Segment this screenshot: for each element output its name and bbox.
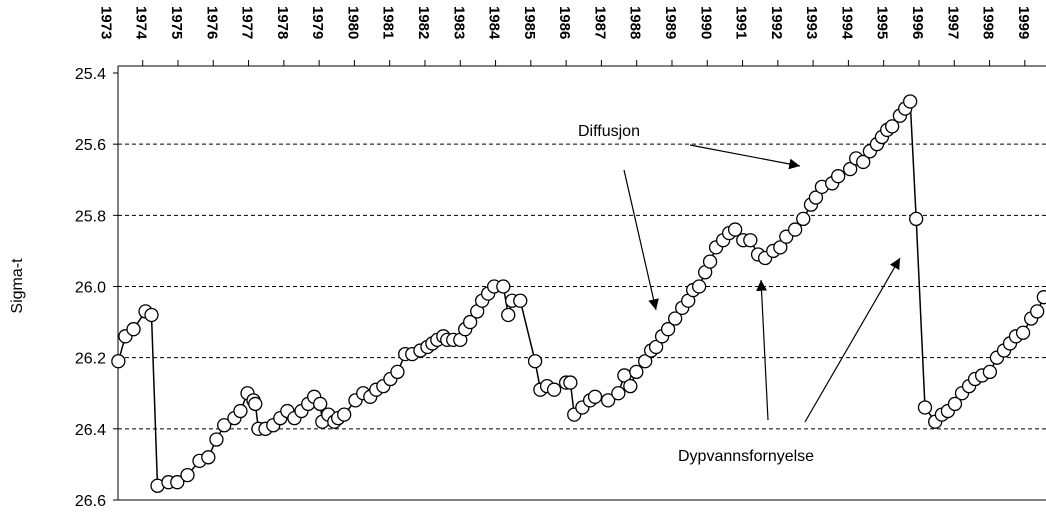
x-tick-label: 1979 xyxy=(309,6,326,39)
x-tick-label: 1982 xyxy=(415,6,432,39)
marker xyxy=(1036,290,1046,305)
arrow xyxy=(804,257,901,423)
x-tick-label: 1990 xyxy=(697,6,714,39)
y-tick-label: 26.2 xyxy=(75,351,106,368)
x-tick-label: 1991 xyxy=(733,6,750,39)
marker xyxy=(743,233,758,248)
x-tick-label: 1997 xyxy=(944,6,961,39)
marker xyxy=(885,119,900,134)
marker xyxy=(527,354,543,369)
marker xyxy=(313,396,328,412)
marker xyxy=(462,314,478,330)
marker xyxy=(144,307,159,323)
x-tick-label: 1992 xyxy=(768,6,785,39)
marker xyxy=(546,382,562,397)
marker xyxy=(170,475,185,490)
marker xyxy=(563,375,578,390)
y-tick-label: 26.4 xyxy=(75,422,106,439)
marker xyxy=(638,354,653,369)
marker xyxy=(773,240,788,255)
x-tick-label: 1987 xyxy=(591,6,608,39)
x-tick-label: 1986 xyxy=(556,6,573,39)
x-tick-label: 1973 xyxy=(97,6,114,39)
x-tick-label: 1999 xyxy=(1015,6,1032,39)
x-tick-label: 1985 xyxy=(521,6,538,39)
marker xyxy=(611,386,626,401)
marker xyxy=(727,222,743,237)
marker xyxy=(587,389,603,404)
marker xyxy=(180,467,195,483)
x-tick-label: 1980 xyxy=(344,6,361,39)
annotation: Dypvannsfornyelse xyxy=(678,448,814,465)
marker xyxy=(660,322,676,337)
marker xyxy=(390,364,405,380)
marker xyxy=(787,222,803,237)
marker xyxy=(648,339,664,355)
marker xyxy=(691,279,707,294)
y-tick-label: 25.6 xyxy=(75,137,106,154)
arrow xyxy=(756,279,769,421)
marker xyxy=(947,396,963,412)
x-tick-label: 1975 xyxy=(168,6,185,39)
x-tick-label: 1976 xyxy=(203,6,220,39)
x-tick-label: 1988 xyxy=(627,6,644,39)
marker xyxy=(501,307,516,323)
marker xyxy=(982,364,998,380)
marker xyxy=(337,407,352,422)
marker xyxy=(201,450,216,465)
marker xyxy=(917,400,933,415)
marker xyxy=(126,322,141,337)
marker xyxy=(248,396,263,412)
marker xyxy=(496,279,511,294)
marker xyxy=(209,432,224,447)
y-axis-title: Sigma-t xyxy=(9,258,26,314)
x-tick-label: 1993 xyxy=(803,6,820,39)
marker xyxy=(1030,304,1045,319)
annotation: Diffusjon xyxy=(578,123,640,140)
y-tick-label: 25.8 xyxy=(75,208,106,225)
grid xyxy=(118,143,1046,430)
y-tick-label: 26.0 xyxy=(75,280,106,297)
x-tick-label: 1989 xyxy=(662,6,679,39)
marker xyxy=(629,364,644,380)
marker xyxy=(111,354,126,369)
marker xyxy=(702,254,718,269)
marker xyxy=(856,154,871,170)
marker xyxy=(668,311,683,326)
marker xyxy=(1015,325,1031,340)
arrow xyxy=(689,144,801,170)
x-tick-label: 1981 xyxy=(380,6,397,39)
arrow xyxy=(623,169,659,311)
x-tick-label: 1983 xyxy=(450,6,467,39)
marker xyxy=(623,378,638,394)
marker xyxy=(600,393,616,408)
marker xyxy=(808,190,824,205)
y-tick-label: 26.6 xyxy=(75,493,106,510)
marker xyxy=(831,169,846,184)
y-tick-label: 25.4 xyxy=(75,66,106,83)
x-tick-label: 1996 xyxy=(909,6,926,39)
x-tick-label: 1984 xyxy=(486,6,503,40)
marker xyxy=(513,293,528,308)
x-tick-label: 1977 xyxy=(239,6,256,39)
x-tick-label: 1995 xyxy=(874,6,891,39)
marker xyxy=(217,418,232,433)
marker xyxy=(796,211,811,227)
annotation-arrows xyxy=(623,144,901,423)
marker xyxy=(233,403,248,419)
x-tick-label: 1994 xyxy=(838,6,855,40)
x-tick-label: 1998 xyxy=(980,6,997,39)
marker xyxy=(843,161,858,177)
marker xyxy=(903,94,918,109)
marker xyxy=(909,211,924,227)
x-tick-label: 1978 xyxy=(274,6,291,39)
x-tick-label: 1974 xyxy=(133,6,150,40)
